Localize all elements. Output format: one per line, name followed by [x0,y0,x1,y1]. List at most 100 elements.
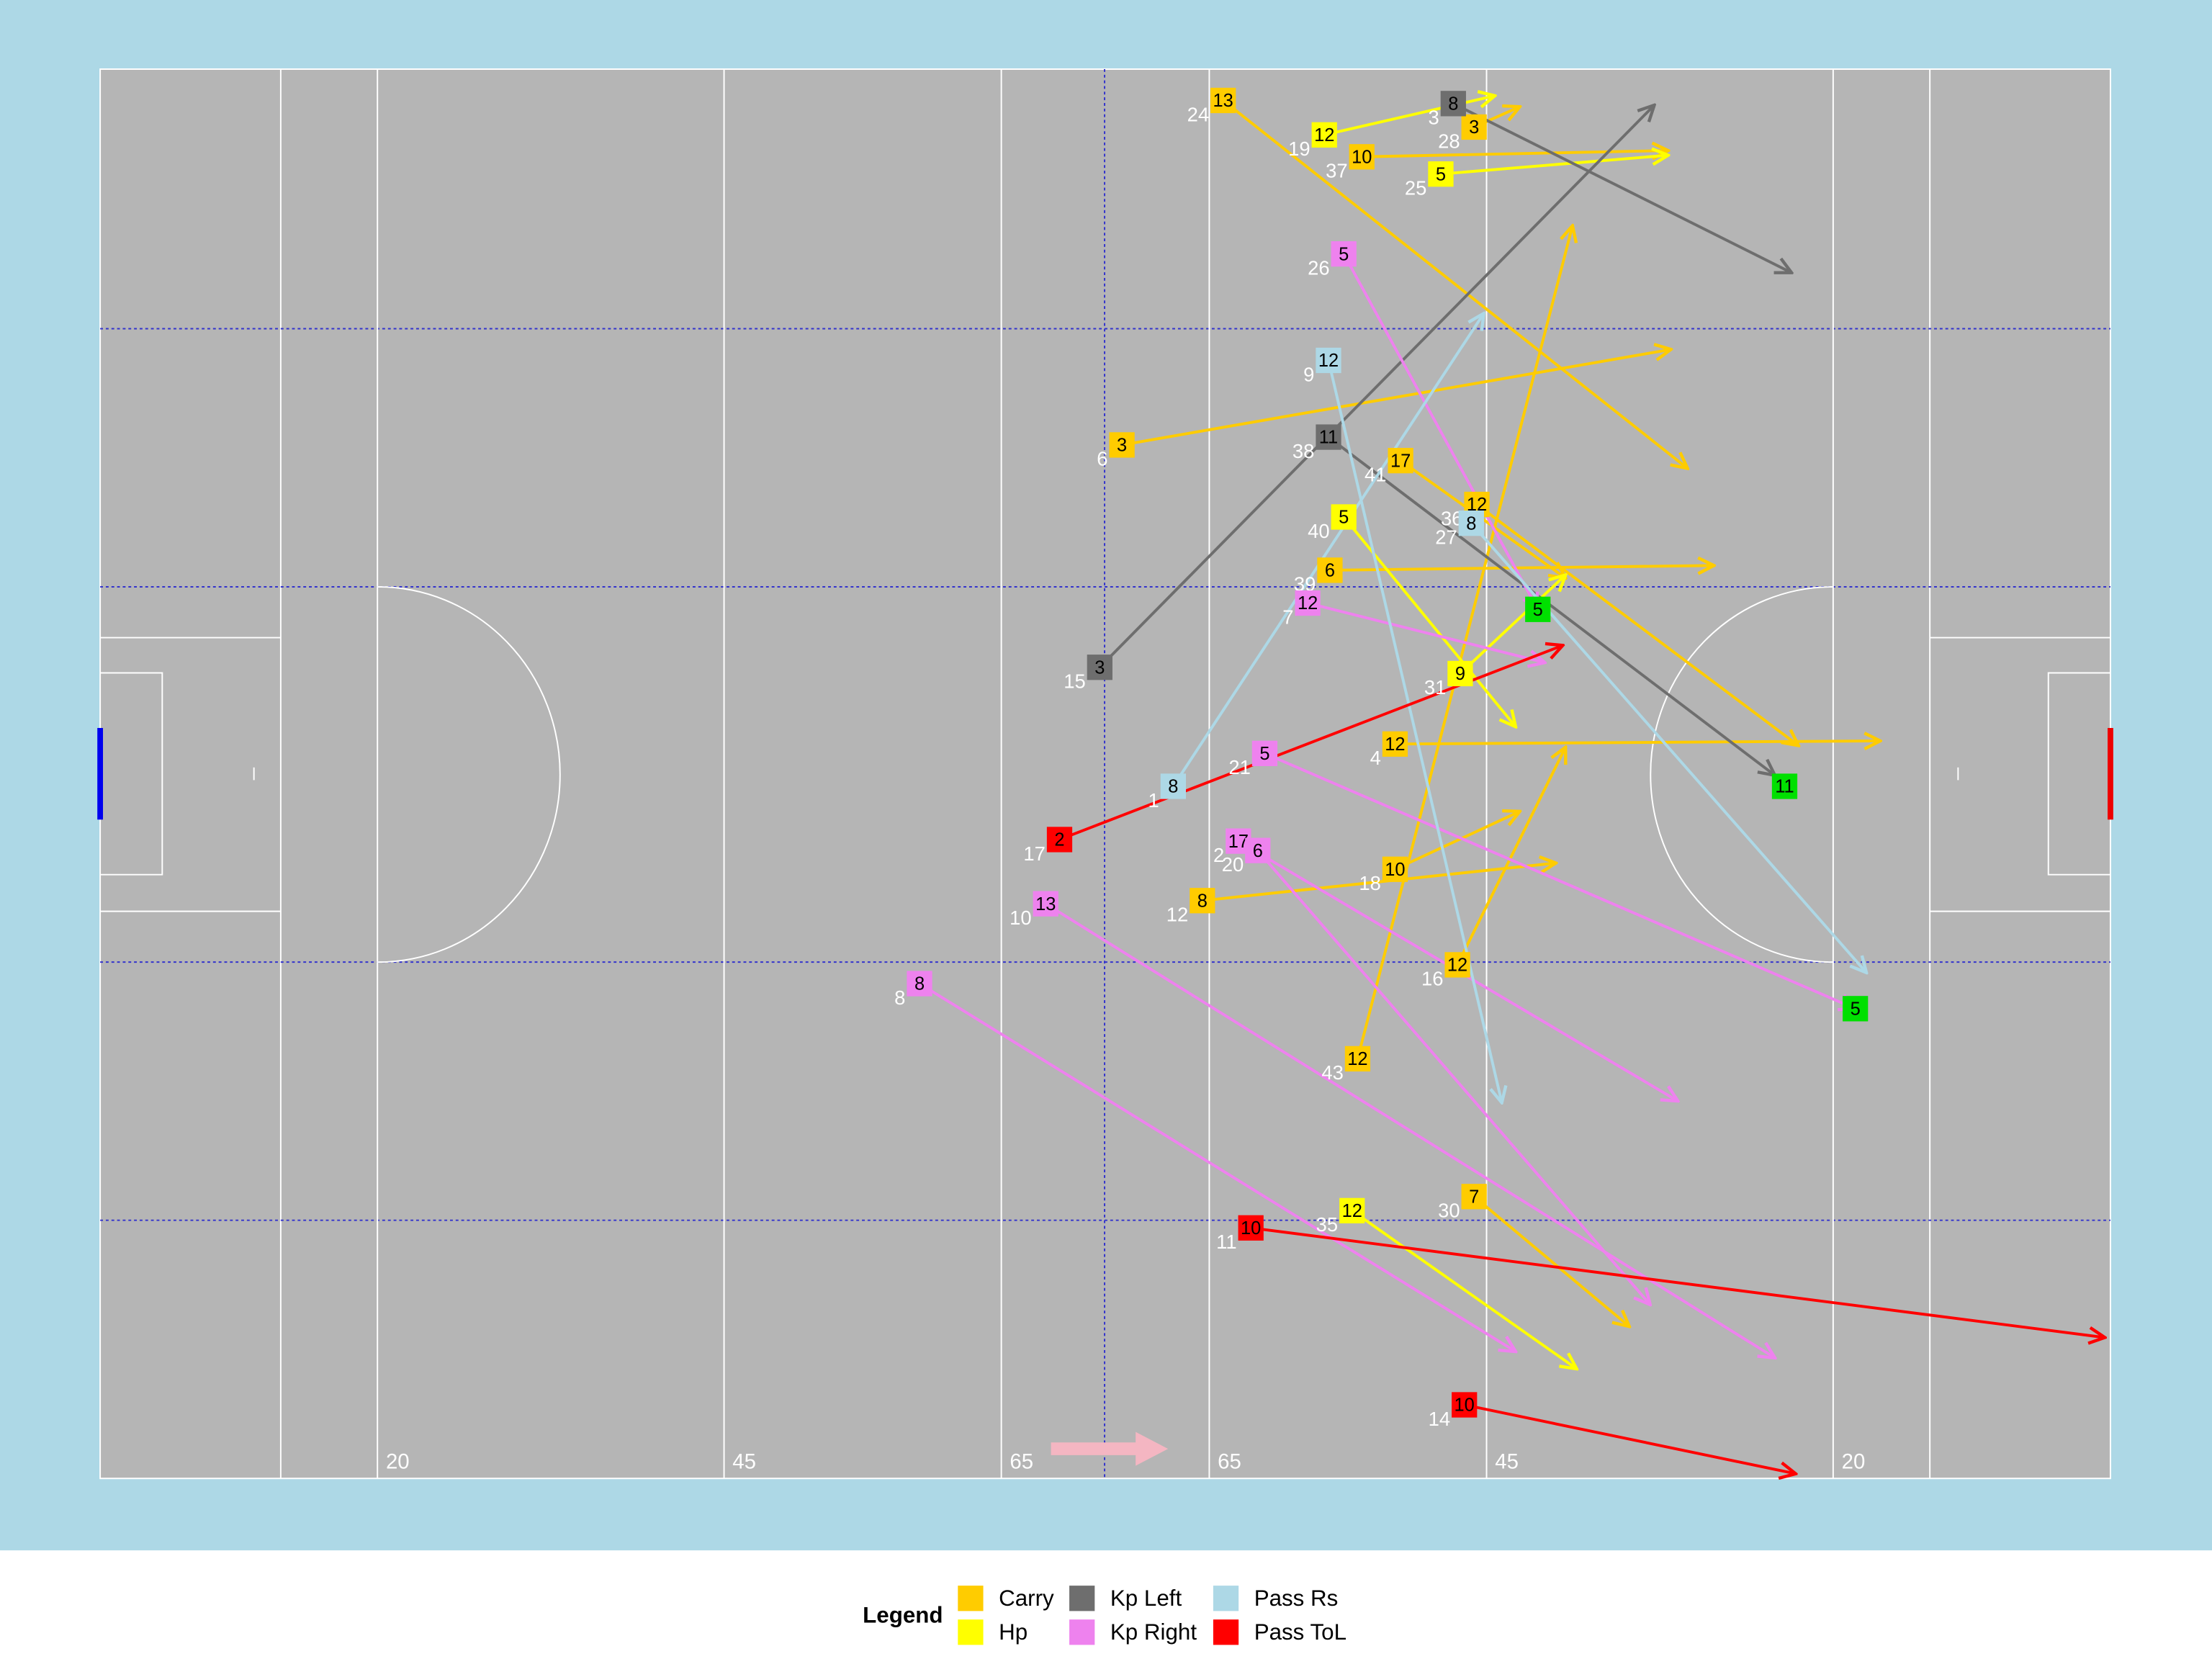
legend-title: Legend [863,1603,943,1628]
event-arrow [1121,349,1671,446]
small-box [100,672,163,876]
sequence-label: 11 [1216,1231,1236,1253]
player-label: 3 [1117,436,1127,456]
sequence-label: 27 [1435,526,1457,548]
event-box [1382,731,1408,757]
sequence-label: 10 [1010,907,1031,929]
sequence-label: 43 [1321,1061,1343,1084]
direction-arrow-head [1136,1431,1169,1466]
legend-label: Pass Rs [1254,1586,1339,1611]
player-label: 11 [1775,777,1794,797]
legend-swatch [1213,1586,1239,1611]
legend-swatch [1069,1586,1095,1611]
player-label: 13 [1213,91,1233,111]
event-box [1087,655,1112,680]
player-label: 8 [1448,94,1458,114]
sequence-label: 37 [1326,160,1347,182]
event-box [1843,996,1869,1022]
player-label: 10 [1241,1218,1261,1238]
player-label: 5 [1533,600,1543,620]
event-arrow [1459,575,1565,675]
pitch-markings [97,69,2113,1479]
event-arrow [918,982,1516,1352]
player-label: 12 [1298,593,1318,613]
event-box [1210,87,1236,114]
event-box [1382,856,1408,882]
event-arrow [1327,436,1775,775]
event-arrow [1256,849,1650,1305]
event-box [1771,773,1798,799]
sequence-label: 3 [1428,107,1439,129]
player-label: 8 [1197,891,1208,911]
event-box [1160,773,1186,799]
sequence-label: 41 [1364,463,1386,485]
player-label: 5 [1436,164,1446,184]
event-box [1311,122,1337,148]
event-arrow [1464,1403,1796,1474]
sequence-label: 26 [1308,256,1329,279]
sequence-label: 7 [1282,606,1293,628]
player-label: 12 [1447,956,1467,976]
sequence-label: 17 [1023,842,1045,865]
player-label: 6 [1325,561,1335,581]
sequence-label: 2 [1213,844,1224,866]
event-arrow [1329,565,1714,570]
event-box [1109,432,1135,458]
event-box [1428,161,1454,187]
player-label: 12 [1318,351,1339,371]
event-arrow [1045,902,1775,1358]
event-box [1316,347,1341,374]
tick-label: 45 [732,1449,756,1473]
legend-swatch [1069,1619,1095,1645]
player-label: 5 [1339,508,1349,528]
player-label: 13 [1035,894,1056,914]
sequence-label: 16 [1421,968,1443,990]
event-box [1349,144,1375,170]
event-box [1525,596,1551,622]
player-label: 10 [1455,1395,1475,1416]
event-arrow [1222,99,1688,468]
sequence-label: 28 [1438,130,1460,152]
player-label: 10 [1352,147,1372,167]
event-arrow [1098,105,1654,669]
legend-swatch [958,1586,984,1611]
player-label: 7 [1469,1187,1479,1207]
ticks: 20 45 65 65 45 20 [377,69,1865,1479]
event-box [1458,511,1484,536]
sequence-label: 35 [1316,1213,1338,1236]
sequence-label: 25 [1405,177,1426,199]
event-box [1317,557,1343,583]
event-box [1251,740,1278,766]
player-label: 11 [1319,428,1338,448]
event-box [1388,448,1413,474]
event-box [1331,240,1357,267]
legend-label: Pass ToL [1254,1619,1346,1645]
sequence-label: 8 [894,986,905,1009]
event-arrow [1362,150,1668,157]
player-label: 10 [1385,860,1405,880]
legend-label: Carry [999,1586,1054,1611]
event-box [1440,91,1466,117]
player-label: 6 [1253,841,1263,861]
legend: Legend Carry Hp Kp Left Kp Right Pass Rs Pass… [863,1586,1346,1645]
player-label: 5 [1851,999,1861,1019]
legend-label: Kp Left [1110,1586,1182,1611]
event-box [1461,114,1487,140]
player-label: 5 [1259,744,1269,764]
event-box [1344,1046,1371,1072]
sequence-label: 15 [1064,670,1085,693]
event-box [1245,837,1271,863]
event-arrow [1394,811,1519,871]
arc [378,586,561,963]
legend-swatch [1213,1619,1239,1645]
event-box [907,971,932,997]
event-arrow [1327,360,1502,1102]
event-arrow [1264,752,1855,1008]
player-label: 2 [1054,830,1064,850]
sequence-label: 40 [1308,520,1329,542]
event-arrow [1440,156,1668,176]
player-label: 8 [1466,513,1476,534]
event-arrow [1475,503,1799,746]
event-arrow [1456,747,1565,966]
event-box [1033,891,1058,917]
